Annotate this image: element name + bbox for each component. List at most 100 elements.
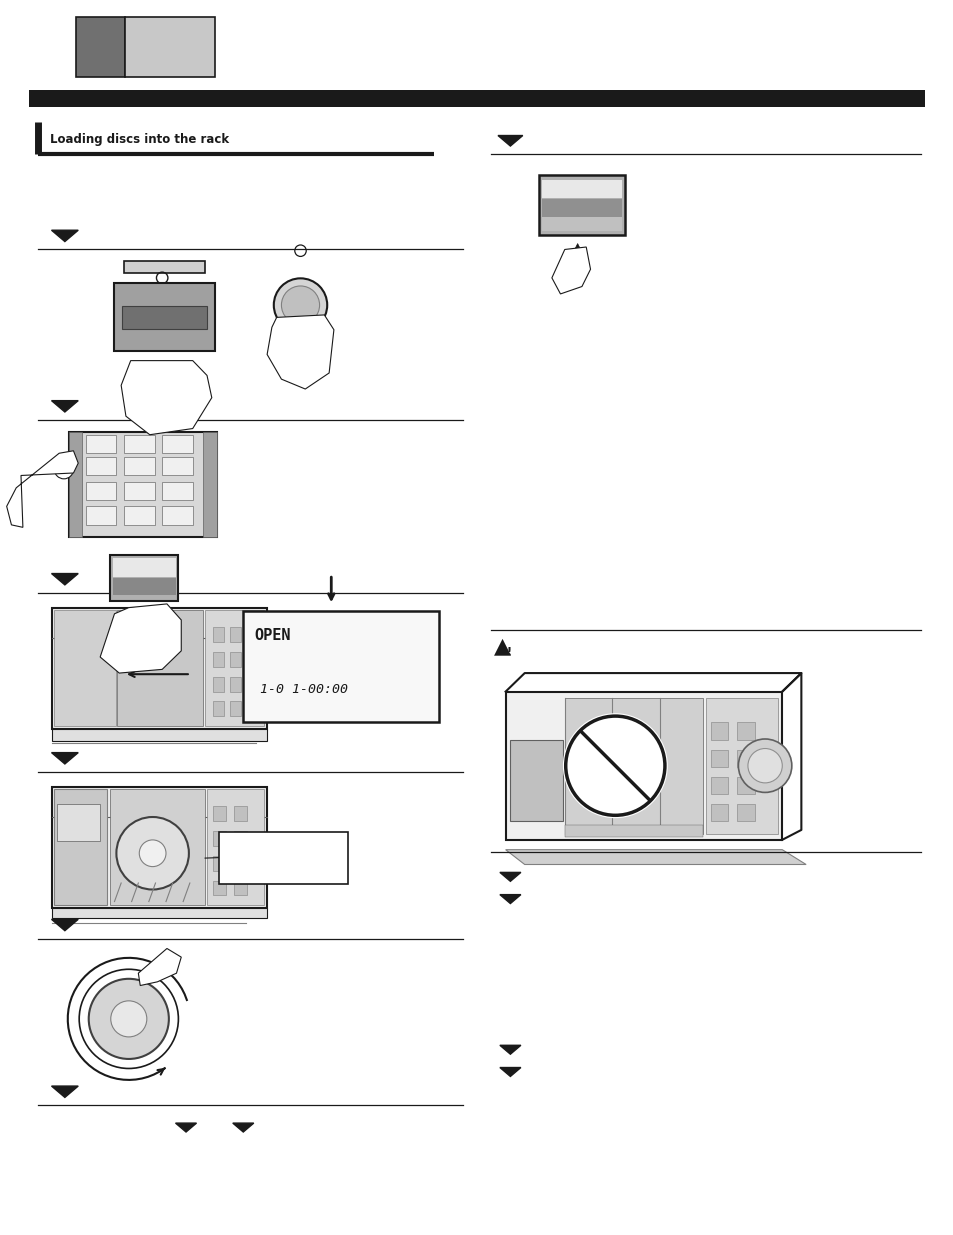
- Polygon shape: [121, 361, 212, 435]
- Bar: [207, 789, 264, 905]
- Bar: [86, 482, 116, 500]
- Bar: [213, 701, 224, 716]
- Bar: [117, 610, 203, 726]
- Bar: [510, 740, 562, 821]
- Text: 1-0 1-00:00: 1-0 1-00:00: [260, 683, 348, 695]
- Bar: [247, 677, 258, 692]
- Bar: [541, 180, 621, 198]
- Ellipse shape: [111, 1000, 147, 1037]
- Bar: [705, 698, 777, 834]
- Polygon shape: [51, 919, 78, 931]
- Bar: [162, 506, 193, 525]
- Bar: [710, 804, 727, 821]
- Polygon shape: [51, 230, 78, 242]
- Bar: [86, 457, 116, 475]
- Bar: [114, 283, 214, 351]
- Bar: [29, 90, 924, 107]
- Polygon shape: [51, 752, 78, 764]
- Bar: [213, 652, 224, 667]
- Bar: [124, 435, 154, 453]
- Bar: [122, 306, 207, 329]
- Bar: [247, 701, 258, 716]
- Bar: [247, 627, 258, 642]
- Bar: [230, 677, 241, 692]
- Polygon shape: [505, 850, 805, 864]
- Ellipse shape: [116, 818, 189, 889]
- Bar: [57, 804, 100, 841]
- Bar: [219, 831, 348, 883]
- Bar: [213, 831, 226, 846]
- Bar: [110, 555, 178, 601]
- Bar: [233, 831, 247, 846]
- Polygon shape: [100, 604, 181, 673]
- Bar: [564, 825, 702, 837]
- Polygon shape: [499, 894, 520, 904]
- Bar: [124, 506, 154, 525]
- Bar: [233, 856, 247, 871]
- Polygon shape: [551, 247, 590, 294]
- Text: OPEN: OPEN: [254, 629, 291, 643]
- Polygon shape: [51, 400, 78, 412]
- Bar: [205, 610, 264, 726]
- Bar: [69, 432, 216, 537]
- Bar: [737, 777, 754, 794]
- Bar: [233, 881, 247, 895]
- Ellipse shape: [79, 969, 178, 1068]
- Polygon shape: [138, 948, 181, 986]
- Polygon shape: [175, 1123, 196, 1132]
- Bar: [52, 729, 267, 741]
- Polygon shape: [51, 573, 78, 585]
- Bar: [230, 701, 241, 716]
- Bar: [247, 652, 258, 667]
- Bar: [52, 608, 267, 729]
- Ellipse shape: [54, 459, 73, 479]
- Text: !: !: [506, 647, 512, 657]
- Ellipse shape: [281, 287, 319, 324]
- Ellipse shape: [738, 739, 791, 793]
- Bar: [230, 652, 241, 667]
- Bar: [737, 804, 754, 821]
- Bar: [737, 750, 754, 767]
- Ellipse shape: [139, 840, 166, 867]
- Bar: [52, 908, 267, 918]
- Bar: [213, 881, 226, 895]
- Bar: [737, 722, 754, 740]
- Bar: [112, 578, 175, 595]
- Bar: [213, 677, 224, 692]
- Bar: [54, 789, 107, 905]
- Bar: [243, 611, 438, 722]
- Bar: [52, 787, 267, 908]
- Bar: [124, 482, 154, 500]
- Bar: [213, 627, 224, 642]
- Bar: [230, 627, 241, 642]
- Ellipse shape: [747, 748, 781, 783]
- Polygon shape: [7, 451, 78, 527]
- Ellipse shape: [562, 714, 667, 818]
- Bar: [710, 777, 727, 794]
- Bar: [76, 17, 125, 77]
- Polygon shape: [51, 1086, 78, 1098]
- Text: ▲: ▲: [494, 636, 511, 656]
- Bar: [213, 806, 226, 821]
- Polygon shape: [267, 315, 334, 389]
- Bar: [54, 610, 116, 726]
- Bar: [505, 692, 781, 840]
- Polygon shape: [499, 872, 520, 882]
- Bar: [203, 432, 216, 537]
- Bar: [541, 217, 621, 231]
- Polygon shape: [499, 1045, 520, 1055]
- Bar: [86, 506, 116, 525]
- Bar: [710, 750, 727, 767]
- Bar: [112, 558, 175, 577]
- Bar: [162, 482, 193, 500]
- Ellipse shape: [274, 278, 327, 332]
- Bar: [213, 856, 226, 871]
- Bar: [564, 698, 702, 834]
- Ellipse shape: [89, 979, 169, 1058]
- Bar: [162, 457, 193, 475]
- Bar: [110, 789, 205, 905]
- Polygon shape: [499, 1067, 520, 1077]
- Bar: [162, 435, 193, 453]
- Bar: [124, 261, 205, 273]
- Bar: [538, 175, 624, 235]
